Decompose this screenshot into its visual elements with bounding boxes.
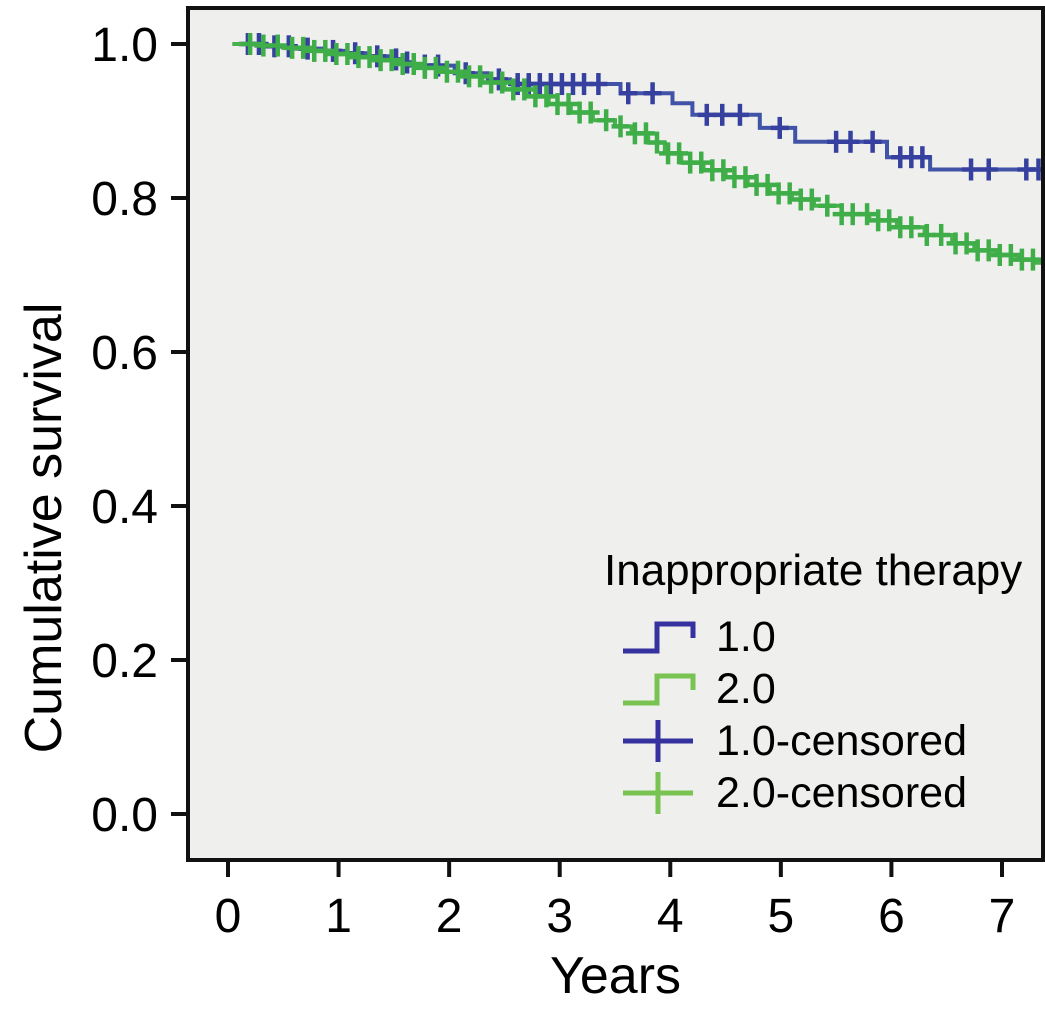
y-tick-label: 0.8 bbox=[91, 173, 158, 226]
legend-entry-2.0: 2.0 bbox=[620, 664, 1022, 714]
plot-frame bbox=[186, 6, 1045, 862]
legend-entry-2.0-censored: 2.0-censored bbox=[620, 768, 1022, 818]
legend-entry-label: 2.0-censored bbox=[716, 768, 967, 817]
censor-marks-2.0 bbox=[241, 33, 1041, 271]
legend-entry-label: 1.0 bbox=[716, 612, 776, 661]
x-axis-title: Years bbox=[549, 947, 682, 1005]
series-layer bbox=[232, 33, 1041, 271]
x-tick-label: 0 bbox=[215, 890, 242, 943]
x-tick-label: 7 bbox=[989, 890, 1016, 943]
y-tick-label: 0.0 bbox=[91, 789, 158, 842]
legend-entries: 1.0 2.0 1.0-censored 2.0-censored bbox=[620, 612, 1022, 818]
censored-plus-icon bbox=[623, 720, 693, 762]
legend-entry-1.0: 1.0 bbox=[620, 612, 1022, 662]
x-tick-label: 5 bbox=[767, 890, 794, 943]
censored-plus-icon bbox=[623, 772, 693, 814]
legend-entry-label: 2.0 bbox=[716, 664, 776, 713]
step-line-icon bbox=[623, 621, 696, 654]
y-tick-label: 0.6 bbox=[91, 327, 158, 380]
step-line-icon bbox=[623, 673, 696, 706]
series-2.0 bbox=[232, 33, 1041, 271]
x-tick-label: 1 bbox=[325, 890, 352, 943]
legend-entry-1.0-censored: 1.0-censored bbox=[620, 716, 1022, 766]
legend-title: Inappropriate therapy bbox=[604, 546, 1023, 595]
y-tick-label: 1.0 bbox=[91, 19, 158, 72]
x-tick-label: 3 bbox=[546, 890, 573, 943]
x-tick-label: 6 bbox=[878, 890, 905, 943]
y-tick-label: 0.4 bbox=[91, 481, 158, 534]
x-tick-label: 4 bbox=[657, 890, 684, 943]
y-axis-title: Cumulative survival bbox=[15, 302, 73, 754]
x-tick-label: 2 bbox=[436, 890, 463, 943]
y-tick-label: 0.2 bbox=[91, 635, 158, 688]
legend-entry-label: 1.0-censored bbox=[716, 716, 967, 765]
legend: Inappropriate therapy 1.0 2.0 1.0-censored… bbox=[604, 546, 1022, 818]
